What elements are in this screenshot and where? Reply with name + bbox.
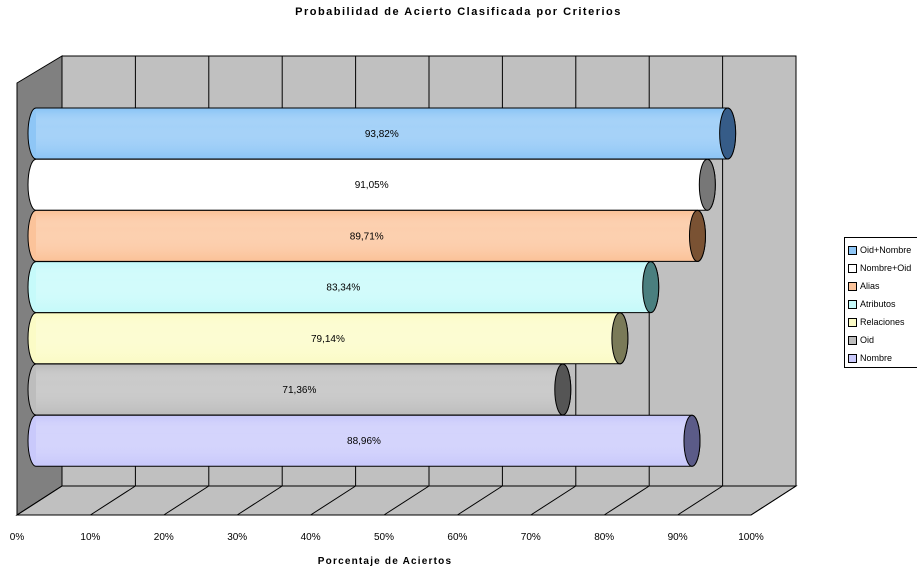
chart-title: Probabilidad de Acierto Clasificada por … <box>295 6 622 18</box>
legend-item: Alias <box>848 277 917 295</box>
legend-item: Oid+Nombre <box>848 241 917 259</box>
data-label: 71,36% <box>282 385 316 396</box>
legend-label: Nombre <box>860 353 893 363</box>
data-label: 88,96% <box>347 436 381 447</box>
floor-gridline <box>750 485 797 516</box>
legend-swatch <box>848 245 857 255</box>
floor-gridline <box>236 485 283 516</box>
x-tick-label: 20% <box>154 532 174 543</box>
data-label: 91,05% <box>355 180 389 191</box>
bar-end-cap <box>698 158 716 211</box>
floor-gridline <box>310 485 356 516</box>
legend-item: Atributos <box>848 295 917 313</box>
legend-item: Nombre <box>848 349 917 367</box>
floor-gridline <box>16 485 63 516</box>
legend-label: Relaciones <box>860 317 905 327</box>
floor-gridline <box>677 485 723 516</box>
legend-label: Alias <box>860 281 880 291</box>
bar-shading <box>36 314 620 362</box>
bar-end-cap <box>611 312 629 365</box>
legend-label: Atributos <box>860 299 896 309</box>
legend-label: Oid+Nombre <box>860 245 912 255</box>
x-tick-label: 80% <box>594 532 614 543</box>
bar-shading <box>36 161 708 209</box>
legend-swatch <box>848 263 857 273</box>
legend-item: Nombre+Oid <box>848 259 917 277</box>
floor-gridline <box>603 485 650 516</box>
floor-gridline <box>530 485 577 516</box>
floor-gridline <box>163 485 210 516</box>
x-tick-label: 10% <box>80 532 100 543</box>
x-axis-label: Porcentaje de Aciertos <box>317 556 453 567</box>
data-label: 89,71% <box>350 231 384 242</box>
legend-swatch <box>848 317 857 327</box>
x-tick-label: 90% <box>668 532 688 543</box>
bar-shading <box>36 212 698 260</box>
floor-gridline <box>90 485 136 516</box>
x-tick-label: 60% <box>447 532 467 543</box>
floor-gridline <box>457 485 503 516</box>
legend-item: Relaciones <box>848 313 917 331</box>
legend-label: Nombre+Oid <box>860 263 912 273</box>
legend-swatch <box>848 299 857 309</box>
x-tick-label: 0% <box>10 532 25 543</box>
bar-end-cap <box>642 261 660 314</box>
bar-end-cap <box>719 107 737 160</box>
bar-shading <box>36 417 692 465</box>
x-tick-label: 50% <box>374 532 394 543</box>
legend-swatch <box>848 335 857 345</box>
x-tick-label: 100% <box>738 532 764 543</box>
x-tick-label: 30% <box>227 532 247 543</box>
data-label: 83,34% <box>326 283 360 294</box>
data-label: 79,14% <box>311 334 345 345</box>
bar-end-cap <box>688 209 706 262</box>
bar-end-cap <box>683 414 701 467</box>
floor-gridline <box>383 485 430 516</box>
chart-legend: Oid+Nombre Nombre+Oid Alias Atributos Relaci… <box>844 237 917 368</box>
bar-shading <box>36 263 651 311</box>
data-label: 93,82% <box>365 129 399 140</box>
bar-shading <box>36 110 728 157</box>
legend-item: Oid <box>848 331 917 349</box>
legend-swatch <box>848 353 857 363</box>
bar-end-cap <box>554 363 572 416</box>
x-tick-label: 70% <box>521 532 541 543</box>
legend-swatch <box>848 281 857 291</box>
x-tick-label: 40% <box>301 532 321 543</box>
bar-shading <box>36 366 563 413</box>
legend-label: Oid <box>860 335 875 345</box>
